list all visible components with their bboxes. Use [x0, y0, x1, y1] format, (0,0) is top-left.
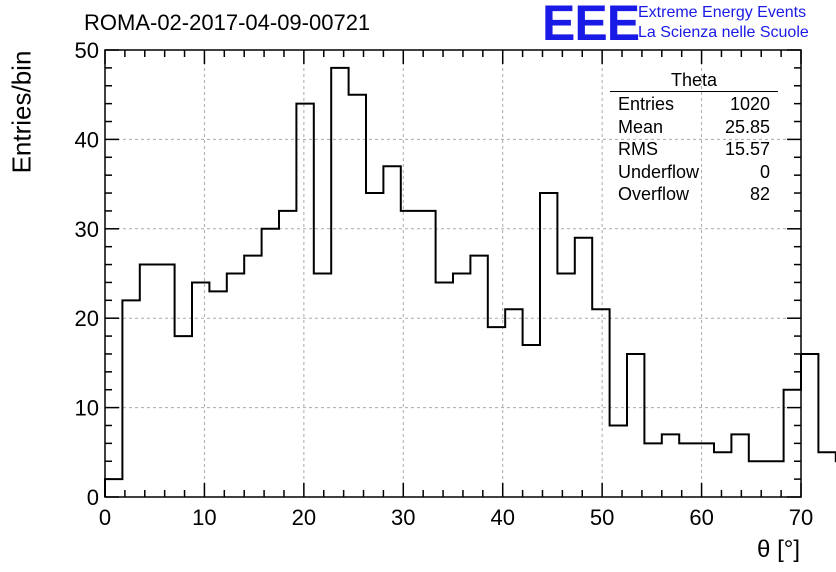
- stats-title: Theta: [610, 70, 778, 92]
- stats-label: RMS: [618, 139, 658, 159]
- stats-label: Overflow: [618, 184, 690, 204]
- stats-row-overflow: Overflow 82: [610, 183, 778, 206]
- x-tick-label: 60: [689, 505, 713, 530]
- stats-label: Mean: [618, 116, 664, 137]
- y-tick-label: 10: [75, 396, 99, 421]
- x-tick-label: 30: [391, 505, 415, 530]
- logo-mark: EEE: [542, 0, 640, 51]
- plot-frame: [104, 49, 802, 498]
- y-tick-label: 50: [75, 38, 99, 63]
- logo-line2: La Scienza nelle Scuole: [638, 24, 809, 41]
- stats-box: Theta Entries 1020 Mean 25.85 RMS 15.57 …: [610, 70, 778, 206]
- x-tick-label: 10: [192, 505, 216, 530]
- eee-logo: EEE Extreme Energy Events La Scienza nel…: [542, 0, 836, 51]
- stats-value: 1020: [729, 94, 770, 114]
- y-axis-label: Entries/bin: [6, 50, 37, 174]
- y-tick-label: 40: [75, 127, 99, 152]
- stats-row-rms: RMS 15.57: [610, 138, 778, 161]
- x-tick-label: 50: [590, 505, 614, 530]
- x-tick-label: 20: [292, 505, 316, 530]
- stats-row-mean: Mean 25.85: [610, 116, 778, 139]
- y-tick-label: 0: [87, 485, 99, 510]
- y-tick-label: 30: [75, 217, 99, 242]
- run-title: ROMA-02-2017-04-09-00721: [84, 10, 371, 35]
- grid-lines: [105, 50, 801, 497]
- logo-line1: Extreme Energy Events: [638, 4, 807, 21]
- stats-value: 15.57: [724, 139, 770, 159]
- stats-value: 0: [759, 161, 770, 182]
- x-axis-label: θ [°]: [757, 536, 800, 563]
- stats-row-entries: Entries 1020: [610, 93, 778, 116]
- y-tick-label: 20: [75, 306, 99, 331]
- stats-value: 82: [749, 184, 770, 204]
- stats-label: Underflow: [618, 161, 700, 182]
- stats-row-underflow: Underflow 0: [610, 161, 778, 184]
- x-tick-label: 70: [789, 505, 813, 530]
- stats-value: 25.85: [724, 116, 770, 137]
- x-tick-label: 40: [490, 505, 514, 530]
- x-tick-label: 0: [99, 505, 111, 530]
- stats-label: Entries: [618, 94, 675, 114]
